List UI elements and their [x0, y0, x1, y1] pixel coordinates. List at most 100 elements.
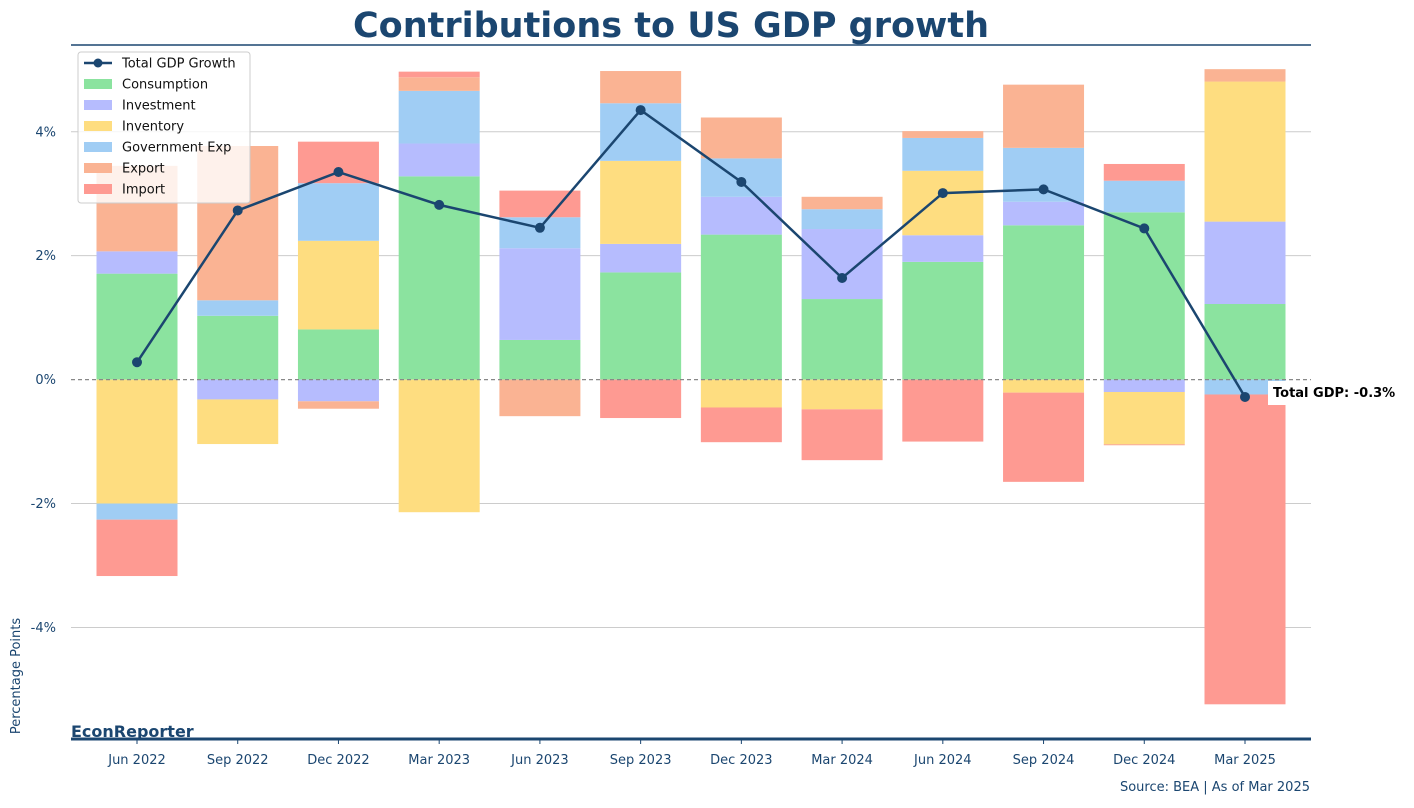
- chart-title: Contributions to US GDP growth: [353, 6, 989, 46]
- legend-swatch: [84, 142, 112, 152]
- total-gdp-point: [736, 176, 747, 187]
- x-tick-label: Jun 2022: [107, 753, 166, 768]
- bar-inventory: [902, 170, 984, 236]
- legend-label: Consumption: [122, 78, 208, 93]
- total-gdp-point: [635, 105, 646, 116]
- bar-inventory: [1204, 81, 1286, 222]
- legend-swatch: [84, 79, 112, 89]
- y-tick-label: 2%: [35, 249, 56, 264]
- annotation-label: Total GDP: -0.3%: [1273, 386, 1395, 401]
- bar-import: [398, 71, 480, 78]
- bar-inventory: [1103, 392, 1185, 445]
- bar-export: [600, 71, 682, 104]
- bar-investment: [1003, 201, 1085, 226]
- bar-consumption: [700, 234, 782, 380]
- bar-consumption: [902, 261, 984, 380]
- legend-swatch: [84, 121, 112, 131]
- legend-box: [77, 51, 251, 204]
- x-tick-label: Mar 2025: [1214, 753, 1276, 768]
- bar-export: [499, 379, 581, 417]
- legend-swatch: [84, 184, 112, 194]
- legend-label: Investment: [122, 99, 196, 114]
- bar-investment: [600, 243, 682, 273]
- bars: [96, 69, 1286, 705]
- bar-import: [1103, 163, 1185, 181]
- bar-inventory: [1003, 379, 1085, 393]
- x-tick-label: Jun 2023: [510, 753, 569, 768]
- y-tick-label: 4%: [35, 125, 56, 140]
- bar-export: [902, 131, 984, 138]
- total-gdp-point: [1240, 391, 1250, 402]
- x-tick-label: Jun 2024: [913, 753, 972, 768]
- x-tick-label: Sep 2023: [610, 753, 672, 768]
- bar-government-exp: [1204, 379, 1286, 395]
- y-axis-label: Percentage Points: [9, 618, 24, 735]
- total-gdp-point: [1139, 223, 1150, 234]
- bar-inventory: [801, 379, 883, 410]
- bar-import: [96, 519, 178, 577]
- total-gdp-point: [333, 167, 344, 178]
- bar-investment: [499, 248, 581, 340]
- bar-inventory: [600, 160, 682, 244]
- bar-government-exp: [297, 183, 379, 241]
- source-label: Source: BEA | As of Mar 2025: [1120, 780, 1310, 795]
- total-gdp-point: [232, 205, 243, 216]
- bar-export: [297, 401, 379, 409]
- x-tick-label: Dec 2022: [307, 753, 369, 768]
- legend-label: Import: [122, 183, 165, 198]
- x-tick-labels: Jun 2022 Sep 2022 Dec 2022 Mar 2023 Jun 2023…: [107, 739, 1276, 768]
- total-gdp-point: [534, 222, 545, 233]
- bar-inventory: [297, 240, 379, 330]
- bar-government-exp: [902, 137, 984, 171]
- bar-investment: [801, 229, 883, 300]
- bar-import: [1204, 394, 1286, 705]
- legend-marker: [93, 58, 103, 68]
- bar-investment: [297, 379, 379, 402]
- bar-export: [1204, 69, 1286, 82]
- bar-investment: [398, 143, 480, 177]
- annotation-bg: [1268, 381, 1408, 405]
- bar-investment: [197, 379, 279, 400]
- bar-government-exp: [96, 503, 178, 520]
- total-gdp-line: [132, 105, 1250, 402]
- bar-export: [398, 77, 480, 91]
- legend-label: Inventory: [122, 120, 184, 135]
- bar-consumption: [1103, 212, 1185, 380]
- x-tick-label: Sep 2022: [207, 753, 269, 768]
- legend-label: Export: [122, 162, 165, 177]
- legend-label: Government Exp: [122, 141, 231, 156]
- bar-export: [1103, 444, 1185, 446]
- total-gdp-polyline: [135, 108, 1247, 398]
- bar-import: [902, 379, 984, 442]
- total-gdp-point: [837, 272, 848, 283]
- bar-import: [700, 407, 782, 443]
- total-gdp-point: [1038, 184, 1049, 195]
- bar-consumption: [499, 339, 581, 380]
- bar-import: [600, 379, 682, 419]
- legend-label: Total GDP Growth: [121, 57, 236, 72]
- x-tick-label: Dec 2023: [710, 753, 772, 768]
- bar-investment: [96, 251, 178, 274]
- bar-government-exp: [801, 209, 883, 230]
- bar-inventory: [96, 379, 178, 504]
- bar-government-exp: [1103, 180, 1185, 213]
- bar-inventory: [398, 379, 480, 513]
- bar-import: [801, 409, 883, 461]
- bar-government-exp: [197, 300, 279, 316]
- bar-export: [1003, 84, 1085, 148]
- bar-consumption: [197, 315, 279, 380]
- total-gdp-point: [937, 188, 948, 199]
- bar-investment: [1204, 221, 1286, 305]
- bar-consumption: [297, 329, 379, 380]
- legend-swatch: [84, 100, 112, 110]
- bar-investment: [700, 196, 782, 235]
- bar-consumption: [1003, 225, 1085, 380]
- bar-import: [1003, 392, 1085, 482]
- bar-consumption: [801, 299, 883, 380]
- total-gdp-point: [132, 357, 142, 368]
- x-tick-label: Sep 2024: [1013, 753, 1075, 768]
- y-tick-label: -4%: [31, 621, 56, 636]
- bar-export: [700, 117, 782, 159]
- y-tick-label: -2%: [31, 497, 56, 512]
